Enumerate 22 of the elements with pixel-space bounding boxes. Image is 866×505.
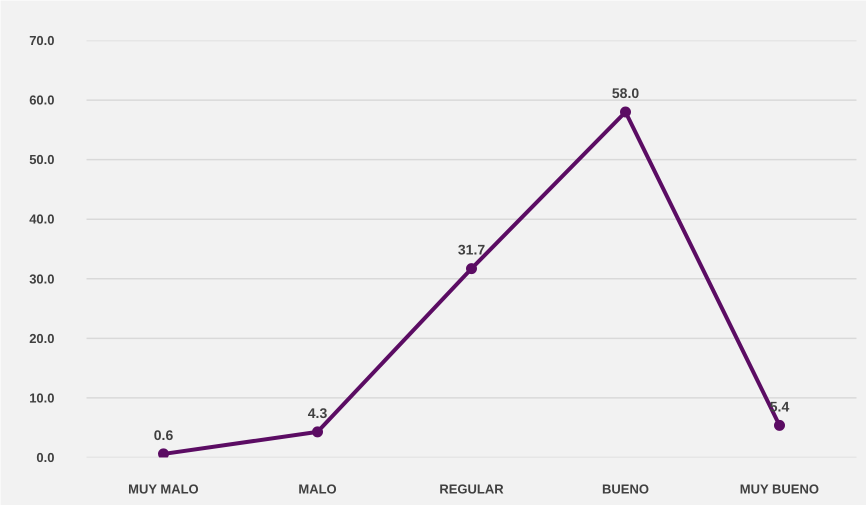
- point: [774, 420, 785, 431]
- y-tick-label: 50.0: [29, 152, 55, 168]
- point: [312, 426, 323, 438]
- y-tick-label: 40.0: [29, 212, 55, 227]
- y-tick-label: 20.0: [29, 330, 55, 346]
- y-tick-label: 30.0: [29, 271, 55, 286]
- x-tick-label: BUENO: [602, 482, 649, 496]
- y-tick-label: 70.0: [29, 33, 55, 48]
- point: [620, 106, 631, 118]
- data-label: 4.3: [308, 404, 328, 421]
- data-label: 58.0: [612, 84, 640, 101]
- y-tick-label: 10.0: [29, 390, 55, 406]
- x-tick-label: MALO: [298, 482, 337, 496]
- x-tick-label: REGULAR: [439, 482, 504, 496]
- y-tick-label: 0.0: [36, 450, 55, 465]
- y-tick-label: 60.0: [29, 92, 55, 108]
- point: [466, 263, 477, 274]
- data-label: 0.6: [154, 426, 174, 443]
- x-tick-label: MUY BUENO: [740, 482, 819, 496]
- point: [158, 448, 169, 458]
- x-tick-label: MUY MALO: [128, 482, 199, 496]
- data-label: 31.7: [458, 242, 486, 258]
